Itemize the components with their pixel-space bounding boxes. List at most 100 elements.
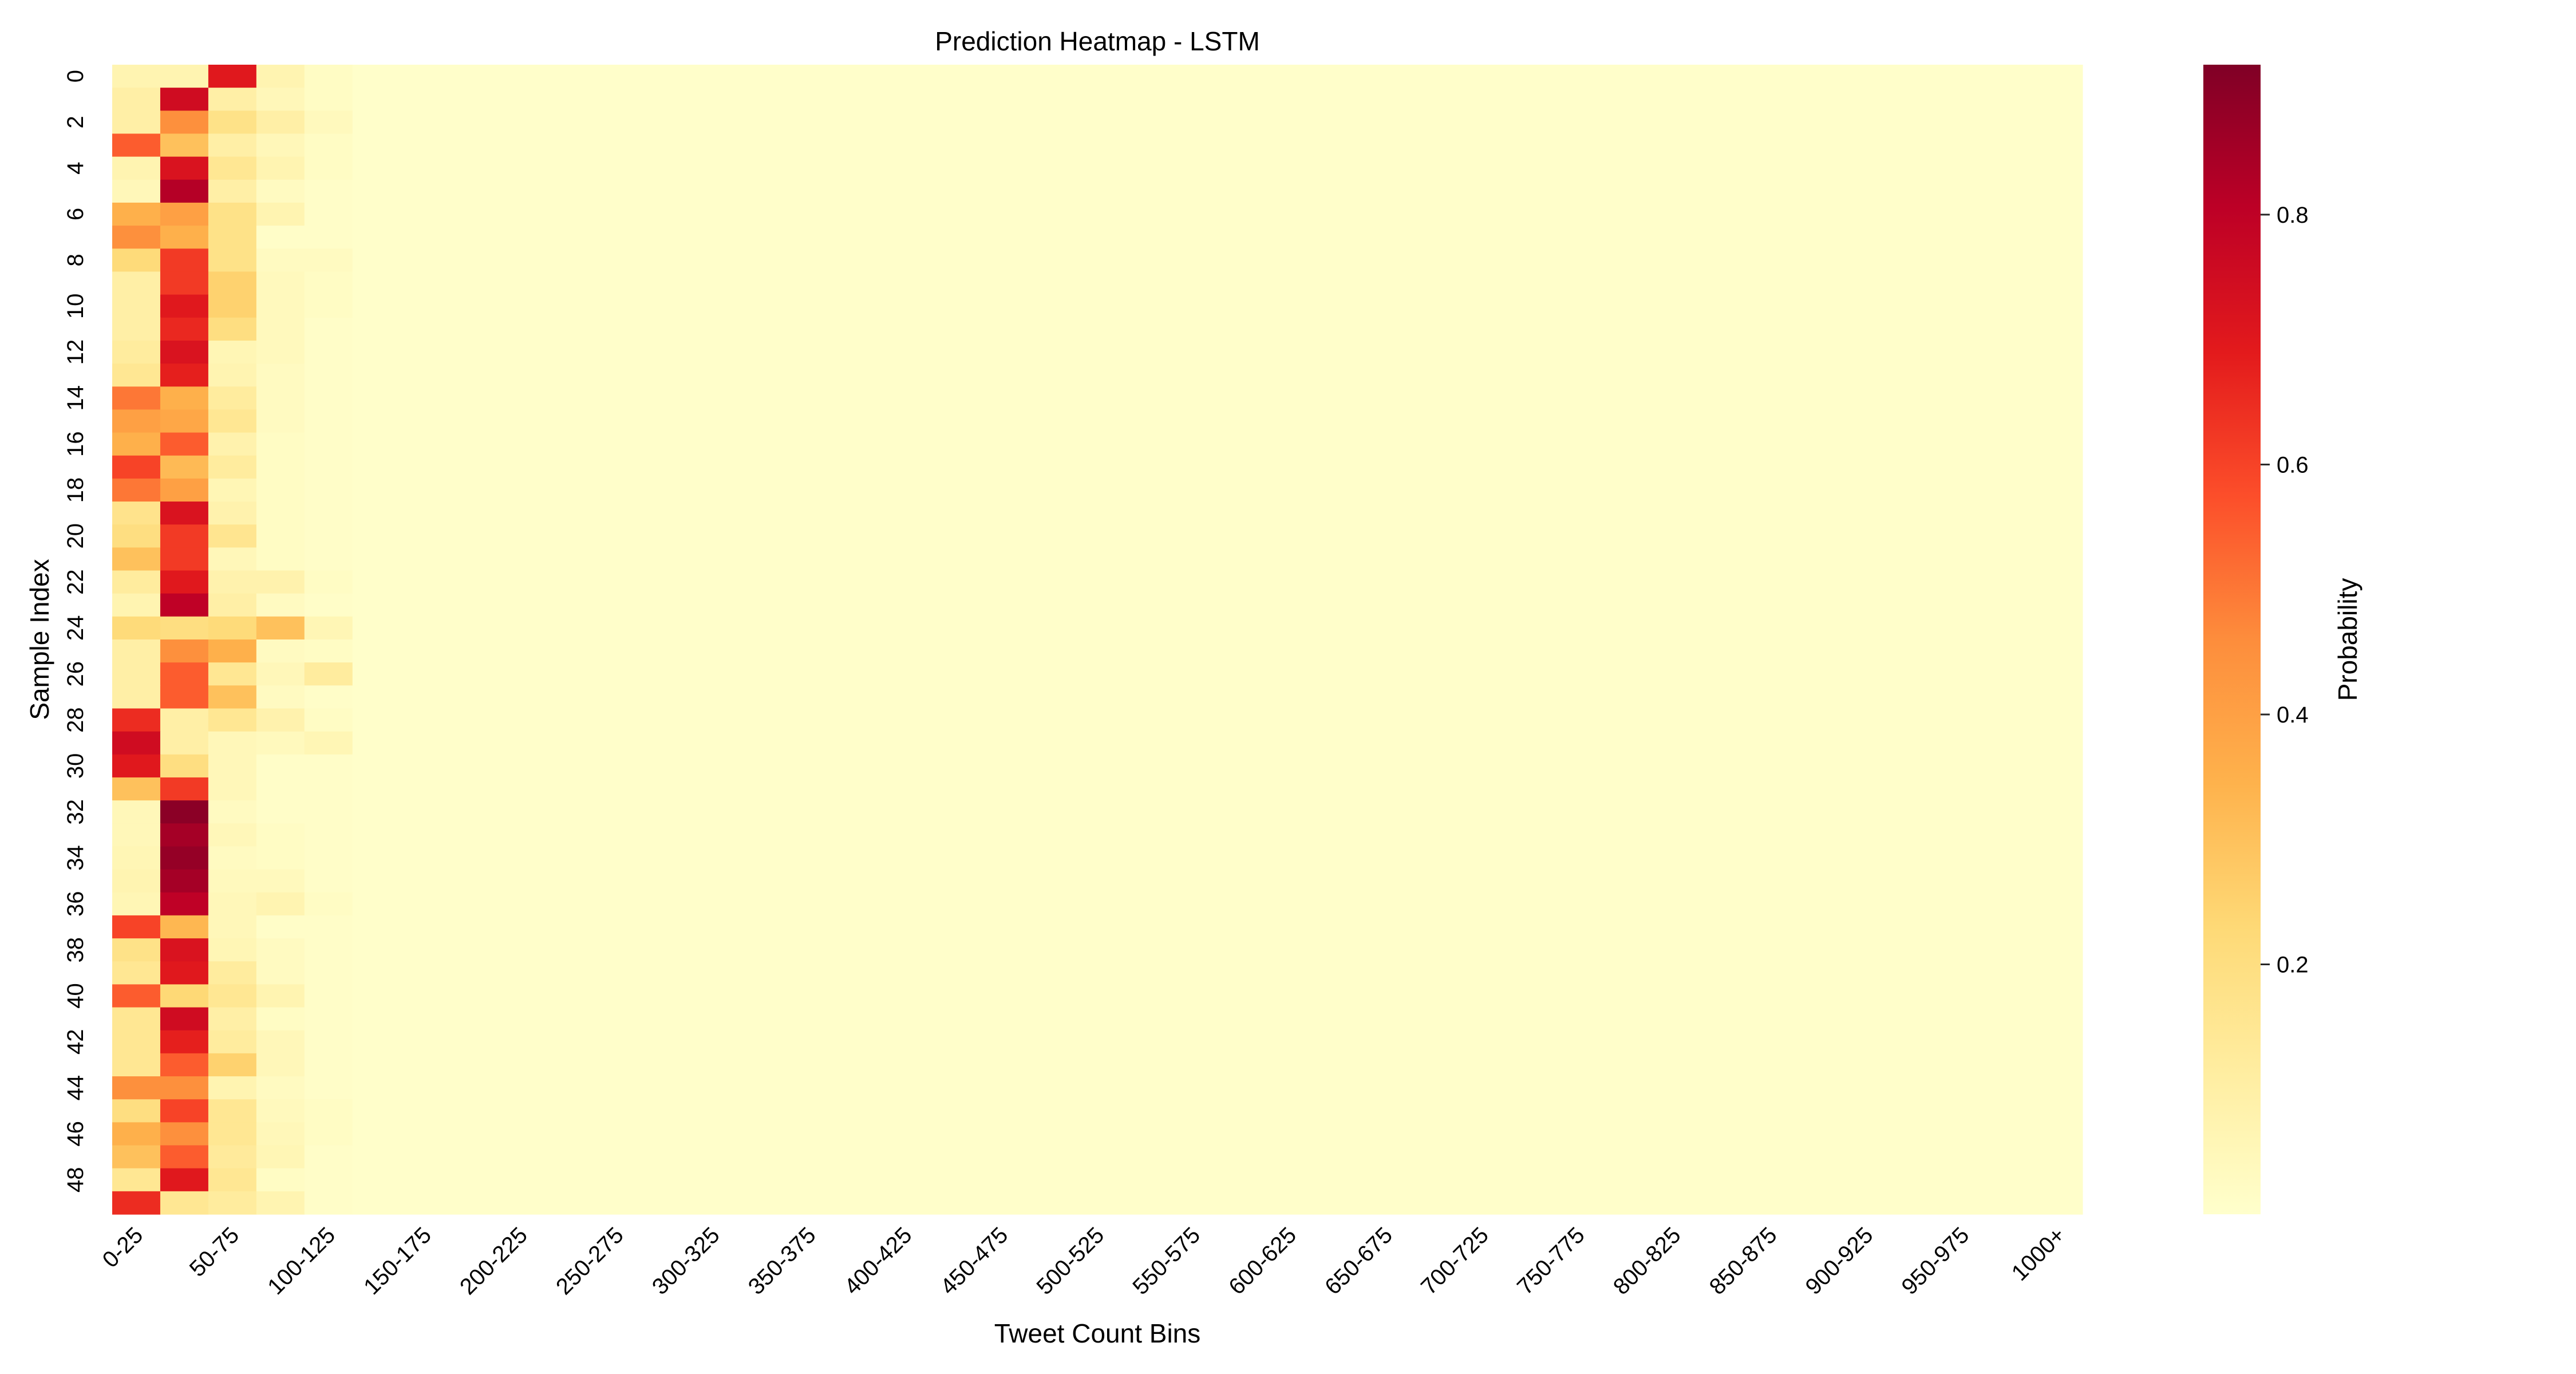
heatmap-cell (2034, 1145, 2083, 1169)
heatmap-cell (448, 1007, 497, 1031)
heatmap-cell (1746, 1076, 1795, 1100)
heatmap-cell (929, 846, 978, 870)
heatmap-cell (1986, 754, 2035, 778)
heatmap-cell (689, 1053, 737, 1077)
heatmap-cell (1794, 1145, 1843, 1169)
heatmap-cell (1890, 294, 1939, 318)
heatmap-cell (977, 478, 1026, 502)
heatmap-cell (689, 294, 737, 318)
heatmap-cell (304, 88, 353, 111)
heatmap-cell (833, 294, 882, 318)
heatmap-cell (1169, 961, 1218, 985)
heatmap-cell (1938, 984, 1987, 1008)
heatmap-cell (2034, 616, 2083, 640)
heatmap-cell (160, 502, 209, 525)
heatmap-cell (1217, 248, 1266, 273)
heatmap-cell (1073, 754, 1122, 778)
heatmap-cell (641, 133, 690, 157)
heatmap-cell (304, 639, 353, 663)
heatmap-cell (929, 133, 978, 157)
x-tick-label: 450-475 (936, 1222, 1013, 1300)
heatmap-cell (448, 662, 497, 686)
heatmap-cell (929, 777, 978, 801)
heatmap-cell (1986, 1122, 2035, 1146)
heatmap-cell (1025, 1191, 1074, 1215)
heatmap-cell (689, 179, 737, 203)
heatmap-cell (400, 1030, 449, 1054)
heatmap-cell (1698, 823, 1747, 847)
heatmap-cell (1313, 593, 1362, 617)
heatmap-cell (112, 409, 161, 433)
heatmap-cell (1650, 754, 1698, 778)
heatmap-cell (1506, 685, 1555, 709)
heatmap-cell (208, 639, 257, 663)
heatmap-cell (785, 226, 833, 249)
heatmap-cell (929, 685, 978, 709)
heatmap-cell (881, 1191, 930, 1215)
heatmap-cell (112, 915, 161, 939)
heatmap-cell (1650, 1053, 1698, 1077)
heatmap-cell (641, 938, 690, 962)
heatmap-cell (929, 593, 978, 617)
heatmap-cell (1025, 248, 1074, 273)
heatmap-cell (304, 502, 353, 525)
colorbar-ticks: 0.20.40.60.8 (2261, 203, 2309, 978)
heatmap-cell (1313, 984, 1362, 1008)
heatmap-cell (977, 616, 1026, 640)
heatmap-cell (1217, 754, 1266, 778)
heatmap-cell (737, 317, 785, 341)
heatmap-cell (737, 892, 785, 916)
heatmap-cell (1169, 593, 1218, 617)
heatmap-cell (689, 570, 737, 594)
heatmap-cell (977, 88, 1026, 111)
heatmap-cell (1025, 65, 1074, 88)
heatmap-cell (1794, 1007, 1843, 1031)
heatmap-cell (160, 110, 209, 135)
heatmap-cell (1265, 800, 1314, 824)
heatmap-cell (1073, 708, 1122, 732)
heatmap-cell (112, 892, 161, 916)
heatmap-cell (352, 800, 401, 824)
heatmap-cell (208, 869, 257, 893)
x-tick-label: 250-275 (551, 1222, 629, 1300)
heatmap-cell (448, 754, 497, 778)
colorbar-tick-label: 0.6 (2277, 452, 2309, 477)
heatmap-cell (1457, 1168, 1507, 1192)
x-tick-label: 50-75 (185, 1222, 244, 1281)
heatmap-cell (833, 685, 882, 709)
heatmap-cell (1698, 892, 1747, 916)
heatmap-cell (1265, 639, 1314, 663)
heatmap-cell (592, 156, 642, 180)
heatmap-cell (448, 1099, 497, 1123)
heatmap-cell (256, 248, 305, 273)
heatmap-cell (112, 156, 161, 180)
heatmap-cell (1602, 88, 1651, 111)
heatmap-cell (1842, 846, 1891, 870)
y-tick-label: 40 (63, 983, 88, 1009)
heatmap-cell (352, 156, 401, 180)
heatmap-cell (1842, 800, 1891, 824)
heatmap-cell (1554, 1168, 1603, 1192)
heatmap-cell (929, 1099, 978, 1123)
heatmap-cell (2034, 570, 2083, 594)
heatmap-cell (544, 502, 594, 525)
heatmap-cell (496, 1122, 546, 1146)
heatmap-cell (1698, 1145, 1747, 1169)
heatmap-cell (1025, 317, 1074, 341)
heatmap-cell (1265, 593, 1314, 617)
heatmap-cell (929, 1168, 978, 1192)
heatmap-cell (448, 800, 497, 824)
heatmap-cell (1794, 938, 1843, 962)
heatmap-cell (352, 1168, 401, 1192)
heatmap-cell (1073, 1099, 1122, 1123)
heatmap-cell (1169, 1122, 1218, 1146)
heatmap-cell (1409, 156, 1459, 180)
heatmap-cell (641, 961, 690, 985)
heatmap-cell (304, 133, 353, 157)
heatmap-cell (256, 869, 305, 893)
heatmap-cell (1746, 110, 1795, 135)
heatmap-cell (1650, 409, 1698, 433)
heatmap-cell (1409, 869, 1459, 893)
heatmap-cell (304, 317, 353, 341)
y-tick-label: 20 (63, 523, 88, 549)
